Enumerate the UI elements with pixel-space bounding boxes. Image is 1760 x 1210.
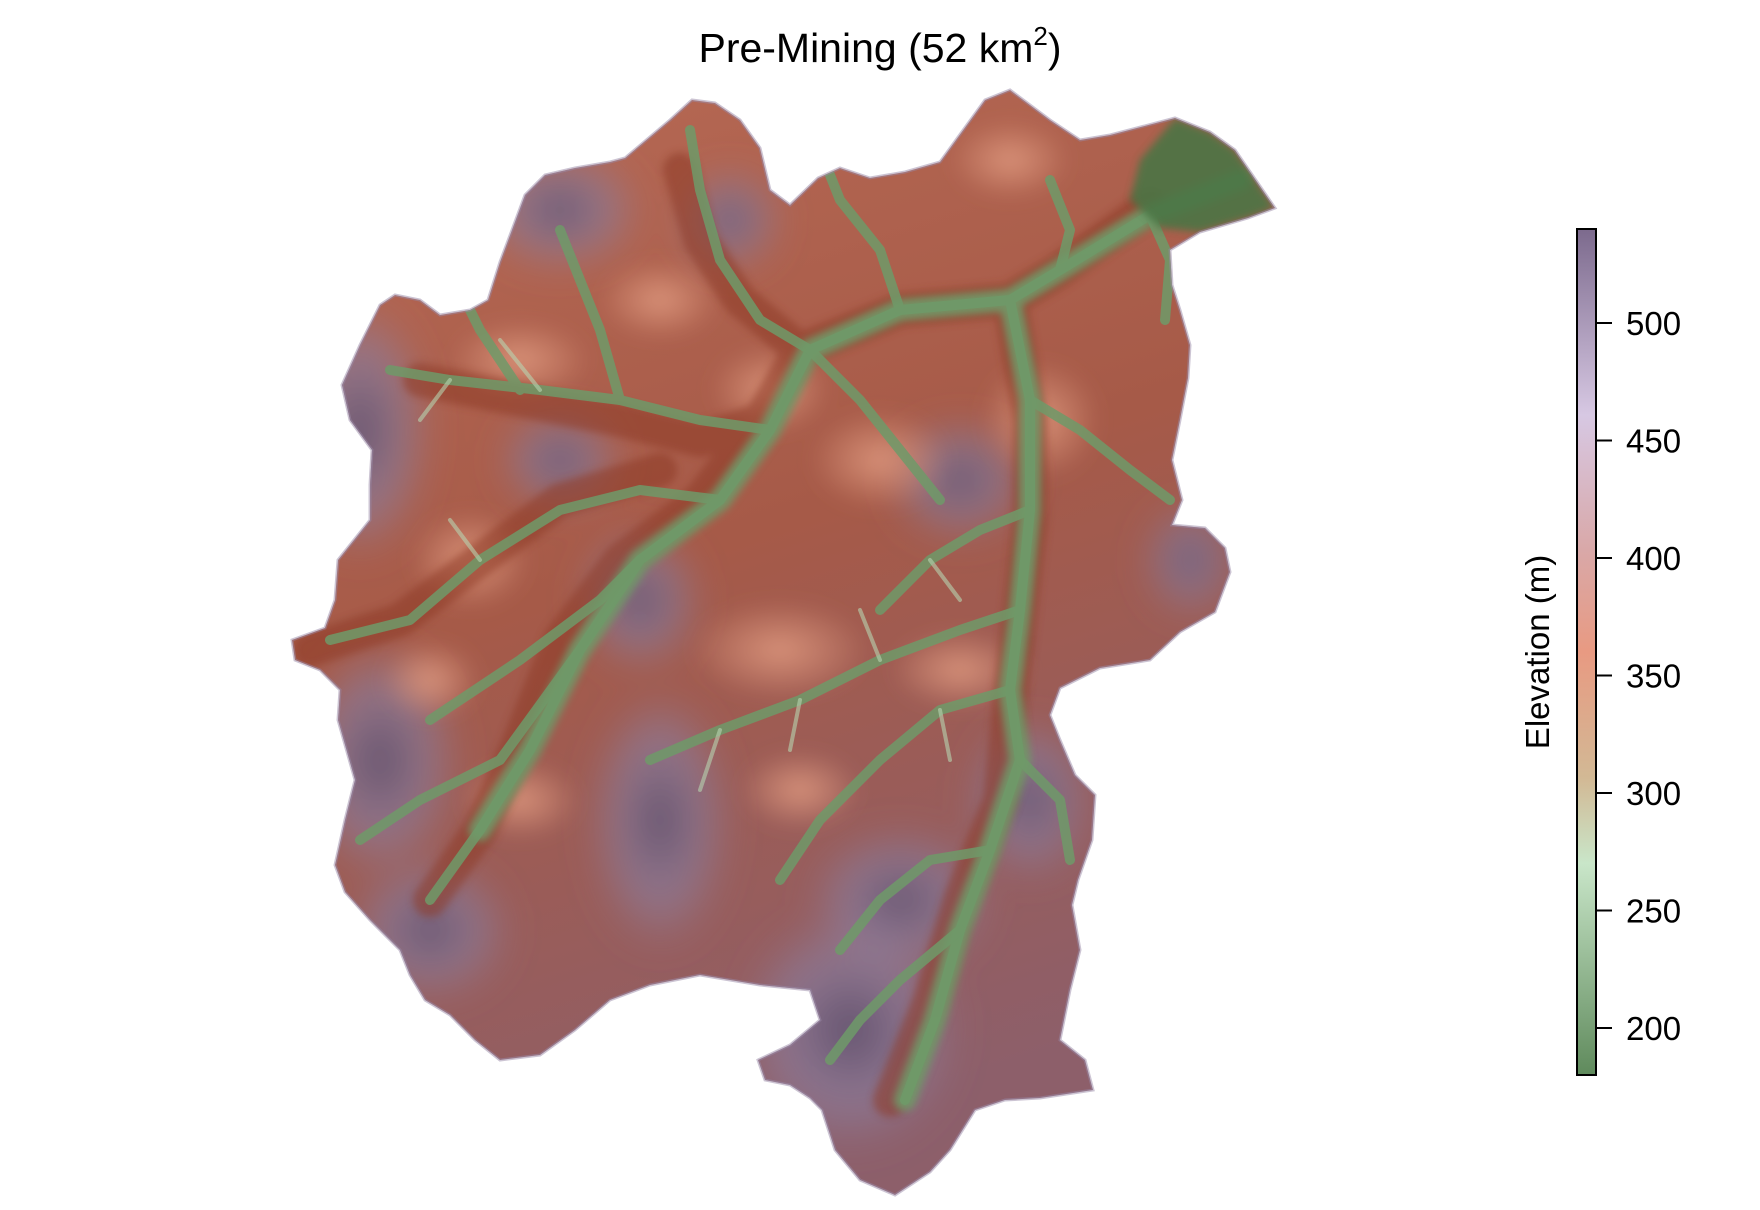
legend-tick-label: 250 <box>1626 893 1681 930</box>
legend-title: Elevation (m) <box>1519 555 1556 749</box>
legend-tick-label: 500 <box>1626 305 1681 342</box>
legend-tick-label: 400 <box>1626 540 1681 577</box>
outlet-lowland <box>1130 118 1275 232</box>
title-text: Pre-Mining (52 km <box>698 25 1034 71</box>
legend-tick-label: 200 <box>1626 1010 1681 1047</box>
title-suffix: ) <box>1047 25 1062 71</box>
title-superscript: 2 <box>1033 21 1048 52</box>
legend-ticks: 200 250 300 350 400 450 500 <box>1596 305 1681 1047</box>
legend-tick-label: 350 <box>1626 658 1681 695</box>
legend-color-bar <box>1576 228 1597 1076</box>
legend-tick-label: 300 <box>1626 775 1681 812</box>
page-title: Pre-Mining (52 km2) <box>0 22 1760 74</box>
legend-tick-label: 450 <box>1626 423 1681 460</box>
